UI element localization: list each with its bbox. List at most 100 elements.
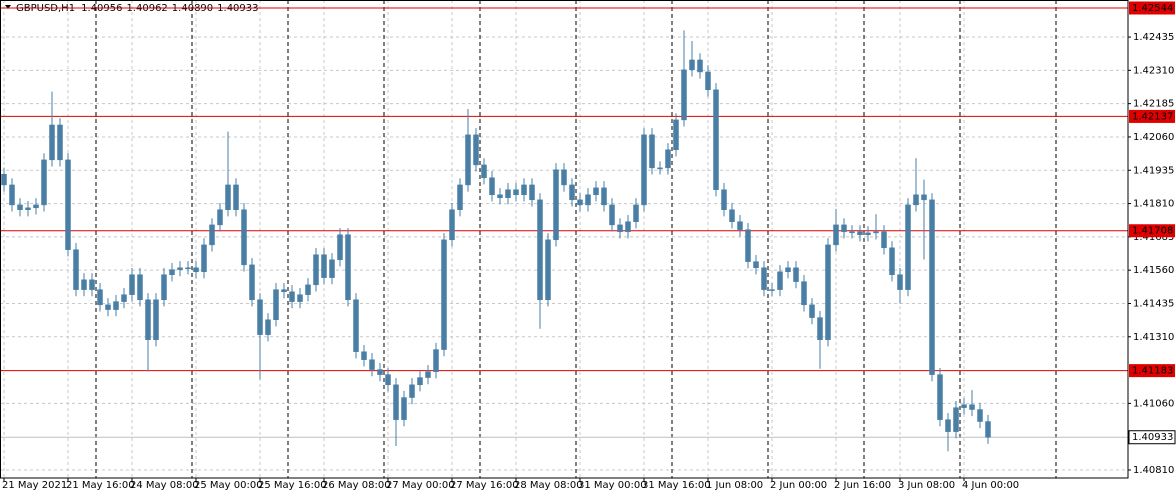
- level-label: 1.42137: [1132, 111, 1173, 122]
- candle-body: [473, 134, 479, 166]
- y-tick-label: 1.41685: [1133, 232, 1174, 243]
- candle-body: [553, 169, 559, 241]
- level-label-box: [1129, 109, 1175, 123]
- candle-body: [465, 134, 471, 186]
- level-label: 1.42544: [1132, 3, 1173, 14]
- candle-body: [73, 249, 79, 290]
- candle-body: [769, 289, 775, 291]
- symbol-title: GBPUSD,H1: [16, 3, 75, 14]
- candle-body: [825, 244, 831, 340]
- level-label-box: [1129, 224, 1175, 238]
- y-tick-label: 1.42185: [1133, 99, 1174, 110]
- x-tick-label: 3 Jun 08:00: [898, 480, 955, 491]
- candle-body: [657, 167, 663, 170]
- y-tick-label: 1.42435: [1133, 32, 1174, 43]
- x-tick-label: 24 May 08:00: [130, 480, 199, 491]
- level-label-box: [1129, 364, 1175, 378]
- candle-body: [897, 274, 903, 290]
- candle-body: [81, 279, 87, 290]
- candle-body: [577, 199, 583, 206]
- current-price-label: 1.40933: [1132, 432, 1173, 443]
- candle-body: [849, 231, 855, 234]
- candle-body: [425, 371, 431, 378]
- candle-body: [441, 239, 447, 350]
- candle-body: [545, 239, 551, 300]
- candle-body: [321, 254, 327, 278]
- candle-body: [145, 299, 151, 340]
- candle-body: [121, 294, 127, 302]
- candle-body: [177, 267, 183, 270]
- candle-body: [297, 294, 303, 302]
- candle-body: [433, 349, 439, 372]
- candle-body: [689, 59, 695, 71]
- candle-body: [65, 159, 71, 250]
- y-tick-label: 1.41435: [1133, 298, 1174, 309]
- candle-body: [113, 301, 119, 310]
- candle-body: [937, 374, 943, 420]
- candle-body: [729, 209, 735, 222]
- candle-body: [345, 234, 351, 300]
- y-tick-label: 1.42310: [1133, 65, 1174, 76]
- candle-body: [481, 164, 487, 178]
- candle-body: [353, 299, 359, 352]
- x-tick-label: 31 May 00:00: [578, 480, 647, 491]
- candle-body: [153, 299, 159, 340]
- candle-body: [609, 204, 615, 226]
- candle-body: [761, 267, 767, 290]
- x-tick-label: 28 May 08:00: [514, 480, 583, 491]
- candle-body: [273, 289, 279, 320]
- header-value: 1.40956: [81, 3, 122, 14]
- candle-body: [697, 59, 703, 73]
- candle-body: [313, 254, 319, 286]
- x-tick-label: 21 May 2021: [2, 480, 67, 491]
- candle-body: [921, 194, 927, 201]
- candle-body: [625, 221, 631, 233]
- candle-body: [593, 187, 599, 196]
- candle-body: [505, 189, 511, 198]
- x-tick-label: 25 May 16:00: [258, 480, 327, 491]
- candle-body: [833, 224, 839, 246]
- candle-body: [969, 404, 975, 410]
- candle-body: [865, 232, 871, 235]
- x-tick-label: 2 Jun 00:00: [770, 480, 827, 491]
- candle-body: [801, 281, 807, 306]
- candle-body: [337, 234, 343, 261]
- y-tick-label: 1.41560: [1133, 265, 1174, 276]
- candle-body: [25, 207, 31, 210]
- candle-body: [513, 189, 519, 196]
- y-tick-label: 1.41310: [1133, 332, 1174, 343]
- candle-body: [385, 374, 391, 385]
- candle-body: [737, 221, 743, 230]
- candle-body: [945, 419, 951, 432]
- candle-body: [241, 209, 247, 266]
- candle-body: [137, 274, 143, 300]
- candle-body: [913, 194, 919, 206]
- candle-body: [369, 359, 375, 370]
- candle-body: [233, 184, 239, 210]
- candle-body: [585, 194, 591, 206]
- x-tick-label: 21 May 16:00: [66, 480, 135, 491]
- y-tick-label: 1.41935: [1133, 165, 1174, 176]
- candle-body: [961, 404, 967, 408]
- candle-body: [281, 289, 287, 293]
- candle-body: [777, 271, 783, 290]
- candle-body: [817, 317, 823, 340]
- candle-body: [873, 231, 879, 234]
- candle-body: [265, 319, 271, 335]
- candle-body: [457, 184, 463, 210]
- candle-body: [841, 224, 847, 233]
- candle-body: [521, 184, 527, 196]
- candle-body: [105, 304, 111, 310]
- candle-body: [681, 69, 687, 121]
- candle-body: [449, 209, 455, 241]
- candle-body: [721, 189, 727, 210]
- candle-body: [985, 421, 991, 438]
- candle-body: [41, 159, 47, 206]
- candle-body: [201, 244, 207, 273]
- menu-triangle[interactable]: [5, 5, 11, 9]
- candle-body: [193, 267, 199, 273]
- candle-body: [745, 229, 751, 262]
- candle-body: [361, 351, 367, 360]
- x-tick-label: 31 May 16:00: [642, 480, 711, 491]
- candle-body: [713, 89, 719, 190]
